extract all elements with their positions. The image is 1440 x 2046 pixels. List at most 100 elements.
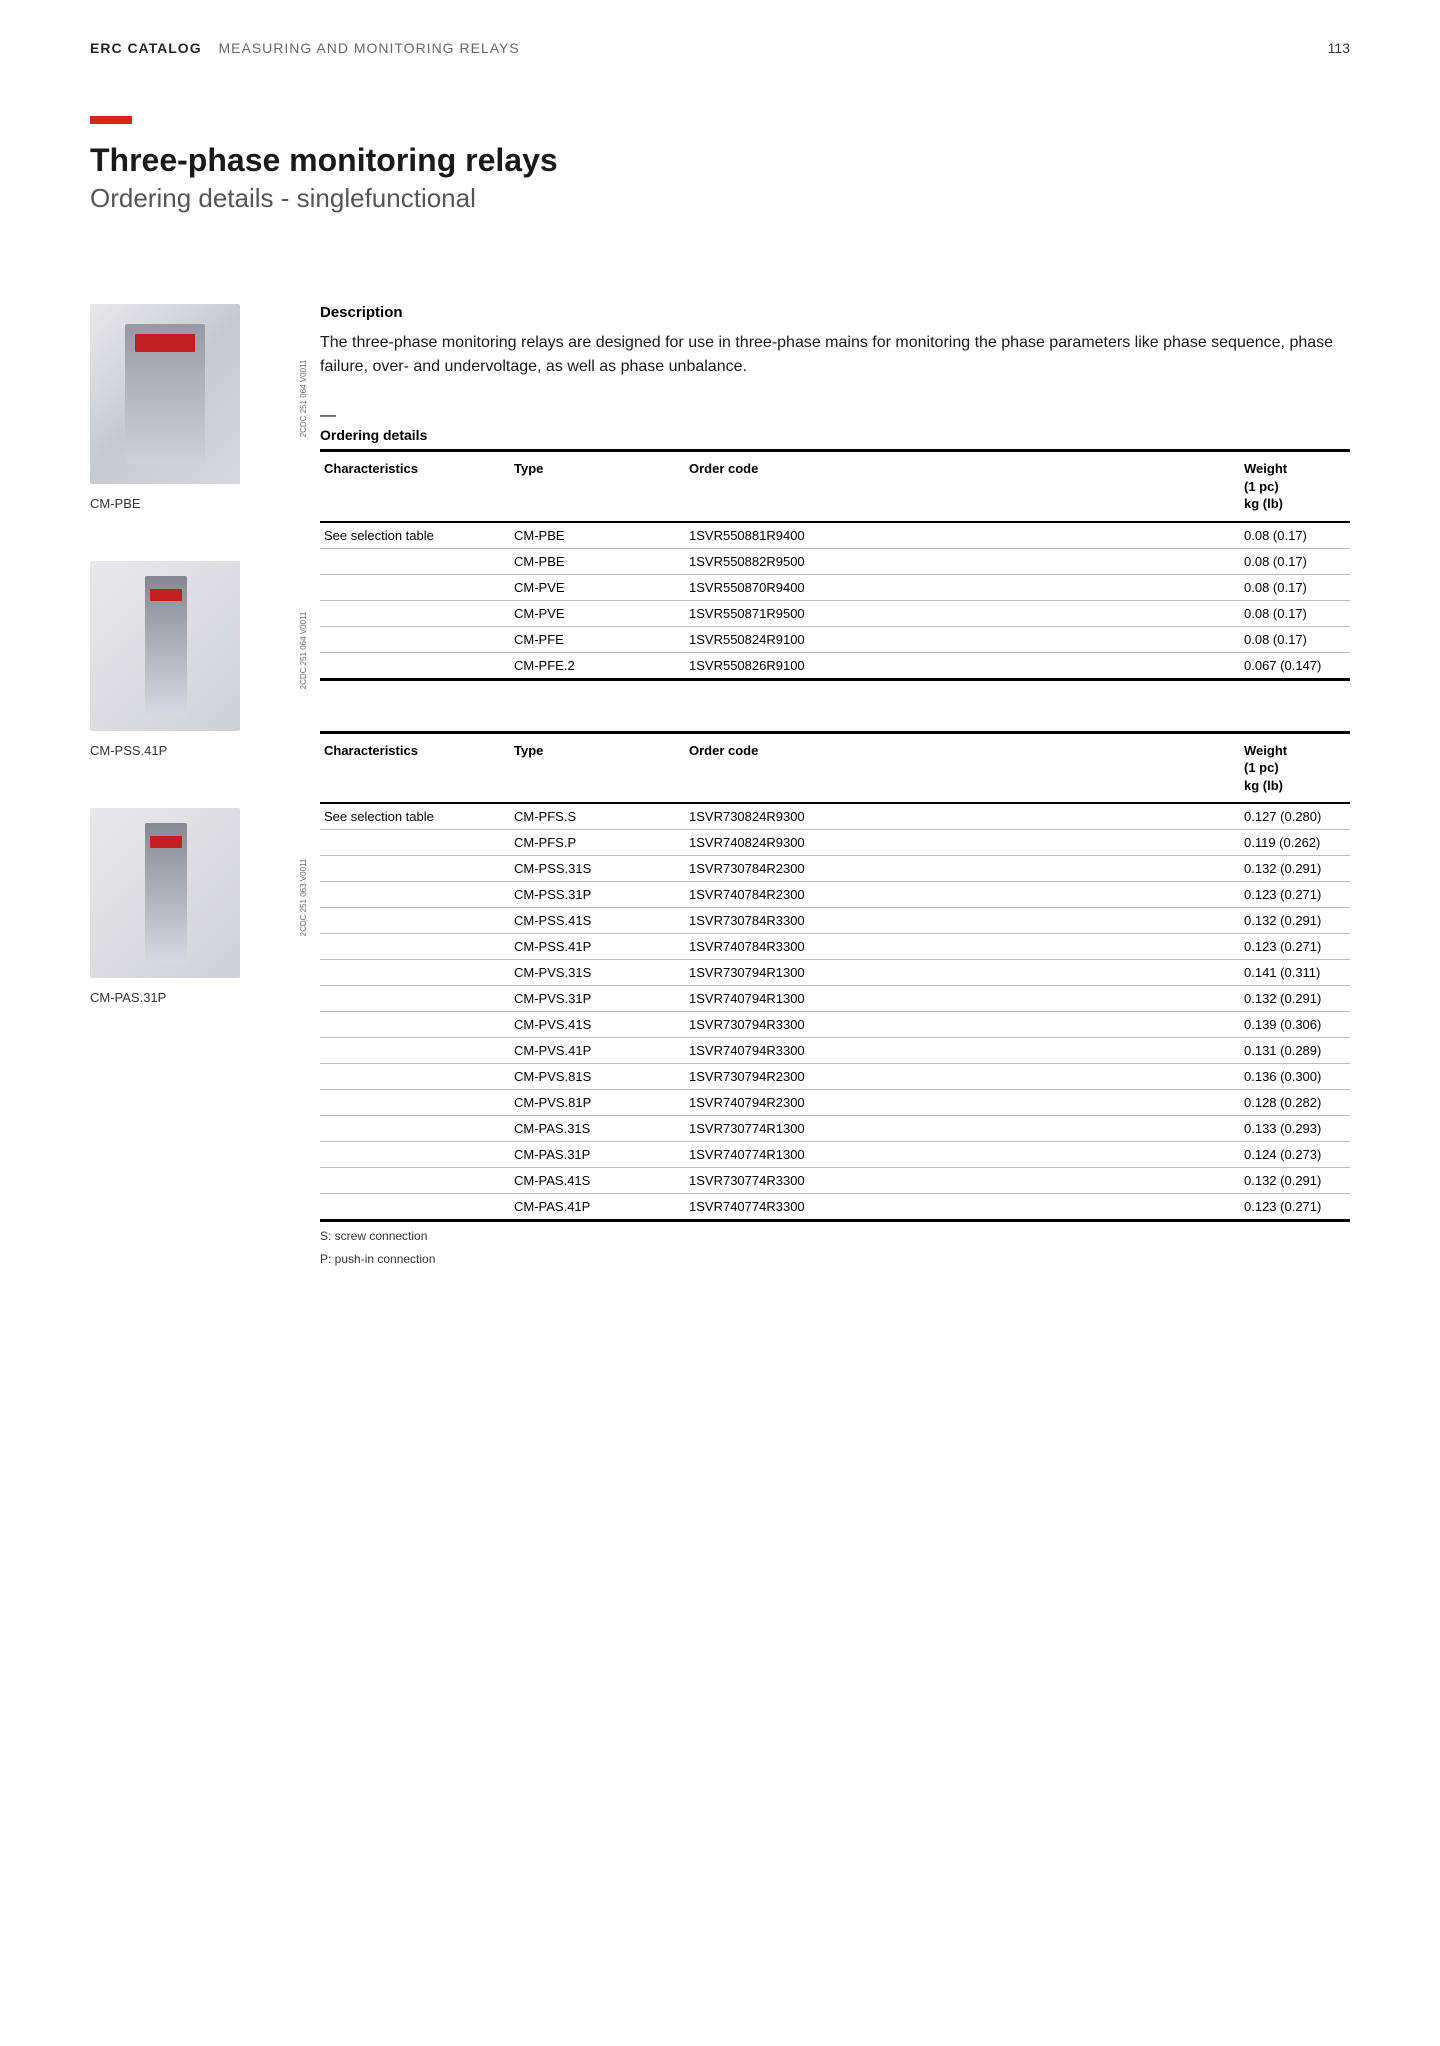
cell-type: CM-PVS.41P <box>510 1038 685 1064</box>
catalog-name: ERC CATALOG <box>90 40 202 56</box>
table-row: CM-PSS.31P1SVR740784R23000.123 (0.271) <box>320 882 1350 908</box>
footnote-s: S: screw connection <box>320 1228 1350 1245</box>
cell-order-code: 1SVR730794R1300 <box>685 960 1240 986</box>
header-weight: Weight (1 pc) kg (lb) <box>1240 732 1350 803</box>
cell-order-code: 1SVR740784R3300 <box>685 934 1240 960</box>
table-row: CM-PVE1SVR550871R95000.08 (0.17) <box>320 600 1350 626</box>
header-order-code: Order code <box>685 732 1240 803</box>
cell-weight: 0.132 (0.291) <box>1240 908 1350 934</box>
cell-characteristics <box>320 986 510 1012</box>
image-code: 2CDC 251 064 V0011 <box>300 360 309 438</box>
cell-characteristics: See selection table <box>320 522 510 549</box>
table-row: CM-PVE1SVR550870R94000.08 (0.17) <box>320 574 1350 600</box>
table-row: CM-PVS.41P1SVR740794R33000.131 (0.289) <box>320 1038 1350 1064</box>
table-row: CM-PBE1SVR550882R95000.08 (0.17) <box>320 548 1350 574</box>
cell-type: CM-PSS.31S <box>510 856 685 882</box>
cell-order-code: 1SVR740794R2300 <box>685 1090 1240 1116</box>
cell-characteristics <box>320 1064 510 1090</box>
cell-type: CM-PVS.31P <box>510 986 685 1012</box>
table-row: See selection tableCM-PBE1SVR550881R9400… <box>320 522 1350 549</box>
cell-weight: 0.119 (0.262) <box>1240 830 1350 856</box>
cell-order-code: 1SVR730784R2300 <box>685 856 1240 882</box>
table-row: CM-PVS.81S1SVR730794R23000.136 (0.300) <box>320 1064 1350 1090</box>
cell-type: CM-PBE <box>510 522 685 549</box>
table-row: CM-PAS.31S1SVR730774R13000.133 (0.293) <box>320 1116 1350 1142</box>
header-characteristics: Characteristics <box>320 732 510 803</box>
cell-characteristics: See selection table <box>320 803 510 830</box>
cell-type: CM-PAS.31S <box>510 1116 685 1142</box>
cell-weight: 0.123 (0.271) <box>1240 1194 1350 1221</box>
header-order-code: Order code <box>685 451 1240 522</box>
cell-type: CM-PSS.31P <box>510 882 685 908</box>
product-image-cm-pas <box>90 808 240 978</box>
cell-characteristics <box>320 1116 510 1142</box>
header-breadcrumb: ERC CATALOG MEASURING AND MONITORING REL… <box>90 40 520 56</box>
image-code: 2CDC 251 063 V0011 <box>300 859 309 937</box>
table-row: See selection tableCM-PFS.S1SVR730824R93… <box>320 803 1350 830</box>
cell-characteristics <box>320 1168 510 1194</box>
cell-weight: 0.08 (0.17) <box>1240 548 1350 574</box>
cell-characteristics <box>320 856 510 882</box>
main-content-column: Description The three-phase monitoring r… <box>320 304 1350 1268</box>
table-row: CM-PFS.P1SVR740824R93000.119 (0.262) <box>320 830 1350 856</box>
product-label: CM-PAS.31P <box>90 990 290 1005</box>
cell-weight: 0.132 (0.291) <box>1240 1168 1350 1194</box>
cell-type: CM-PVS.31S <box>510 960 685 986</box>
cell-characteristics <box>320 1012 510 1038</box>
cell-characteristics <box>320 652 510 679</box>
dash-separator: — <box>320 407 1350 425</box>
cell-characteristics <box>320 1194 510 1221</box>
cell-weight: 0.123 (0.271) <box>1240 934 1350 960</box>
header-type: Type <box>510 451 685 522</box>
cell-type: CM-PVE <box>510 574 685 600</box>
cell-characteristics <box>320 626 510 652</box>
cell-type: CM-PVS.41S <box>510 1012 685 1038</box>
product-image-cm-pss <box>90 561 240 731</box>
page-title: Three-phase monitoring relays <box>90 142 1350 179</box>
table-row: CM-PAS.41S1SVR730774R33000.132 (0.291) <box>320 1168 1350 1194</box>
cell-type: CM-PSS.41P <box>510 934 685 960</box>
cell-type: CM-PSS.41S <box>510 908 685 934</box>
cell-weight: 0.139 (0.306) <box>1240 1012 1350 1038</box>
cell-order-code: 1SVR730824R9300 <box>685 803 1240 830</box>
cell-type: CM-PAS.41S <box>510 1168 685 1194</box>
header-type: Type <box>510 732 685 803</box>
table-row: CM-PVS.41S1SVR730794R33000.139 (0.306) <box>320 1012 1350 1038</box>
image-code: 2CDC 251 064 V0011 <box>300 612 309 690</box>
table-row: CM-PVS.31P1SVR740794R13000.132 (0.291) <box>320 986 1350 1012</box>
header-weight: Weight (1 pc) kg (lb) <box>1240 451 1350 522</box>
table-row: CM-PVS.81P1SVR740794R23000.128 (0.282) <box>320 1090 1350 1116</box>
cell-order-code: 1SVR730784R3300 <box>685 908 1240 934</box>
cell-weight: 0.08 (0.17) <box>1240 600 1350 626</box>
cell-order-code: 1SVR550824R9100 <box>685 626 1240 652</box>
cell-order-code: 1SVR550881R9400 <box>685 522 1240 549</box>
table-row: CM-PSS.41S1SVR730784R33000.132 (0.291) <box>320 908 1350 934</box>
cell-characteristics <box>320 882 510 908</box>
cell-type: CM-PAS.41P <box>510 1194 685 1221</box>
cell-order-code: 1SVR730794R2300 <box>685 1064 1240 1090</box>
cell-characteristics <box>320 830 510 856</box>
cell-order-code: 1SVR740774R1300 <box>685 1142 1240 1168</box>
cell-characteristics <box>320 548 510 574</box>
header-characteristics: Characteristics <box>320 451 510 522</box>
cell-weight: 0.128 (0.282) <box>1240 1090 1350 1116</box>
brand-accent-bar <box>90 116 132 124</box>
cell-weight: 0.136 (0.300) <box>1240 1064 1350 1090</box>
cell-type: CM-PFS.S <box>510 803 685 830</box>
table-row: CM-PSS.41P1SVR740784R33000.123 (0.271) <box>320 934 1350 960</box>
description-text: The three-phase monitoring relays are de… <box>320 331 1350 379</box>
footnote-p: P: push-in connection <box>320 1251 1350 1268</box>
cell-order-code: 1SVR730774R3300 <box>685 1168 1240 1194</box>
cell-order-code: 1SVR730774R1300 <box>685 1116 1240 1142</box>
cell-weight: 0.141 (0.311) <box>1240 960 1350 986</box>
cell-type: CM-PAS.31P <box>510 1142 685 1168</box>
cell-characteristics <box>320 1038 510 1064</box>
cell-characteristics <box>320 908 510 934</box>
cell-order-code: 1SVR730794R3300 <box>685 1012 1240 1038</box>
table-header-row: Characteristics Type Order code Weight (… <box>320 732 1350 803</box>
table-row: CM-PAS.41P1SVR740774R33000.123 (0.271) <box>320 1194 1350 1221</box>
table-row: CM-PFE.21SVR550826R91000.067 (0.147) <box>320 652 1350 679</box>
cell-order-code: 1SVR740784R2300 <box>685 882 1240 908</box>
table-header-row: Characteristics Type Order code Weight (… <box>320 451 1350 522</box>
cell-type: CM-PBE <box>510 548 685 574</box>
